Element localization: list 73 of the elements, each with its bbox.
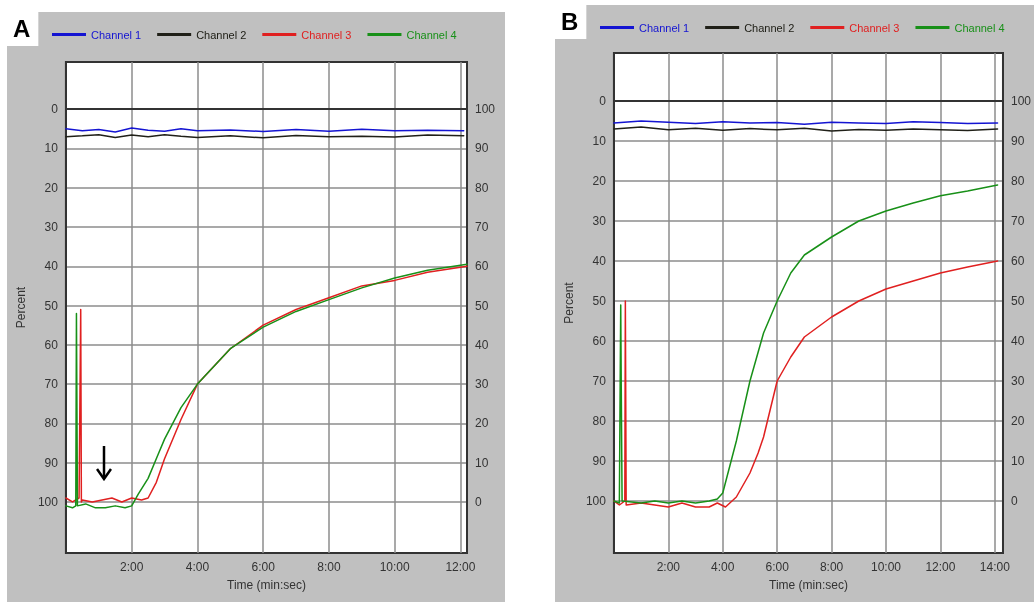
y2-tick-label: 50: [475, 298, 489, 313]
y2-tick-label: 20: [1010, 414, 1025, 428]
y-tick-label: 30: [44, 219, 59, 234]
y2-tick-label: 20: [475, 416, 489, 431]
x-tick-label: 8:00: [819, 560, 844, 574]
y-tick-label: 10: [592, 134, 607, 148]
x-tick-label: 4:00: [711, 560, 735, 574]
x-tick-label: 6:00: [251, 560, 276, 574]
y-tick-label: 0: [51, 102, 59, 117]
y2-tick-label: 50: [1010, 294, 1025, 308]
y-tick-label: 70: [44, 377, 59, 392]
y2-tick-label: 90: [1010, 134, 1025, 148]
y-tick-label: 50: [592, 294, 607, 308]
y2-tick-label: 0: [1010, 494, 1018, 508]
x-tick-label: 6:00: [765, 560, 790, 574]
legend-label: Channel 3: [849, 21, 900, 34]
y-axis-title: Percent: [14, 286, 28, 329]
legend-label: Channel 1: [639, 21, 690, 34]
y-tick-label: 90: [44, 455, 59, 470]
y2-tick-label: 60: [475, 259, 489, 274]
y-tick-label: 10: [44, 141, 59, 156]
y-axis-title: Percent: [562, 281, 576, 324]
legend-label: Channel 1: [91, 28, 142, 41]
x-axis-title: Time (min:sec): [769, 578, 848, 592]
y2-tick-label: 70: [475, 219, 489, 234]
y2-tick-label: 40: [475, 337, 489, 352]
y-tick-label: 90: [592, 454, 607, 468]
y2-tick-label: 60: [1010, 254, 1025, 268]
y-tick-label: 100: [37, 494, 59, 509]
y-tick-label: 60: [44, 337, 59, 352]
line-series: [613, 184, 999, 504]
legend-label: Channel 2: [196, 28, 247, 41]
chart-title: A: [13, 14, 31, 42]
y2-tick-label: 100: [475, 102, 496, 117]
y2-tick-label: 40: [1010, 334, 1025, 348]
x-axis-title: Time (min:sec): [227, 578, 306, 592]
legend-label: Channel 2: [744, 21, 795, 34]
y-tick-label: 80: [44, 416, 59, 431]
y-tick-label: 60: [592, 334, 607, 348]
y-tick-label: 80: [592, 414, 607, 428]
y2-tick-label: 0: [475, 494, 482, 509]
y2-tick-label: 30: [1010, 374, 1025, 388]
x-tick-label: 14:00: [979, 560, 1011, 574]
y-tick-label: 40: [592, 254, 607, 268]
y-tick-label: 30: [592, 214, 607, 228]
y-tick-label: 70: [592, 374, 607, 388]
x-tick-label: 10:00: [379, 560, 411, 574]
line-series: [613, 260, 999, 508]
y2-tick-label: 80: [1010, 174, 1025, 188]
chart-title: B: [561, 7, 579, 35]
x-tick-label: 2:00: [119, 560, 144, 574]
y2-tick-label: 90: [475, 141, 489, 156]
y2-tick-label: 30: [475, 377, 489, 392]
x-tick-label: 4:00: [185, 560, 210, 574]
y2-tick-label: 80: [475, 180, 489, 195]
legend-label: Channel 4: [954, 21, 1005, 34]
x-tick-label: 8:00: [317, 560, 341, 574]
x-tick-label: 10:00: [870, 560, 902, 574]
x-tick-label: 12:00: [445, 560, 476, 574]
x-tick-label: 12:00: [925, 560, 956, 574]
y-tick-label: 0: [599, 94, 607, 108]
y2-tick-label: 70: [1010, 214, 1025, 228]
legend-label: Channel 3: [301, 28, 352, 41]
y2-tick-label: 10: [1010, 454, 1025, 468]
y-tick-label: 100: [585, 494, 607, 508]
y-tick-label: 20: [592, 174, 607, 188]
y-tick-label: 50: [44, 298, 59, 313]
x-tick-label: 2:00: [656, 560, 681, 574]
legend-label: Channel 4: [406, 28, 457, 41]
y-tick-label: 20: [44, 180, 59, 195]
y2-tick-label: 100: [1010, 94, 1032, 108]
y-tick-label: 40: [44, 259, 59, 274]
y2-tick-label: 10: [475, 455, 489, 470]
